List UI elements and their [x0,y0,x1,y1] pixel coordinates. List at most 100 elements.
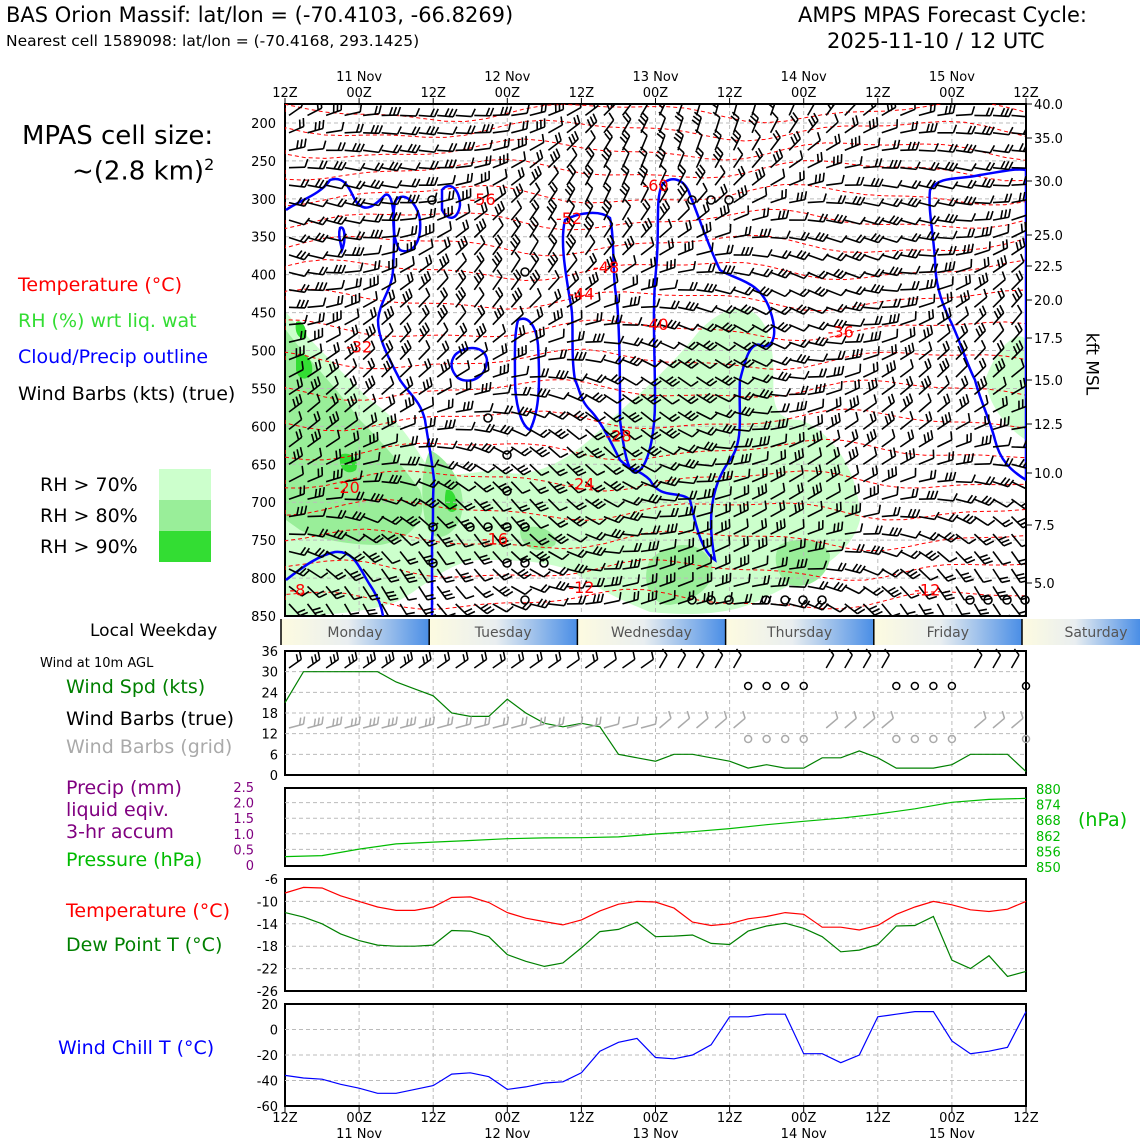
wind-barb-staff [640,393,655,405]
wind-barb-staff [344,285,361,291]
wind-barb-flag [653,398,662,405]
wind-barb-staff [733,526,749,535]
wind-barb-flag [369,309,374,318]
wind-barb [306,393,321,413]
wind-barb-flag [497,203,503,213]
wind-barb [418,416,436,431]
wind-barb-flag [748,453,752,462]
wind-barb-staff [1010,516,1024,529]
wind-barb-flag [444,159,449,168]
wind-barb-flag [761,520,764,529]
wind-barb-staff [307,219,324,226]
wind-barb-flag [1004,521,1014,528]
wind-barb-staff [548,568,564,576]
wind-barb-flag [396,162,403,171]
wind-barb-flag [443,269,449,279]
wind-barb-staff [918,254,935,257]
wind-barb-flag [947,411,952,421]
wind-barb [881,585,902,598]
wind-barb-flag [581,565,588,574]
wind-barb-staff [492,516,504,530]
wind-barb-staff [399,233,416,239]
wind-barb-flag [423,607,432,612]
wind-barb-flag [913,326,916,336]
wind-barb [381,106,402,117]
wind-barb-flag [614,294,617,304]
wind-barb-flag [1004,144,1010,153]
wind-barb-staff [399,347,412,361]
wind-barb-staff [436,277,449,291]
wind-barb [547,132,562,151]
wind-barb-flag [383,311,389,320]
wind-barb-staff [918,149,935,152]
wind-barb-flag [637,338,644,347]
wind-barb-flag [821,289,829,297]
wind-barb-flag [665,376,674,383]
wind-barb-staff [585,376,601,384]
wind-barb-flag [334,614,344,616]
wind-barb-flag [409,518,418,525]
wind-barb-flag [892,266,899,276]
wind-barb [566,147,578,169]
wind-barb-staff [770,508,785,518]
calm-marker [520,595,530,605]
wind-barb-flag [911,249,918,258]
wind-barb [381,515,403,526]
wind-barb-flag [351,510,358,519]
wind-barb-flag [477,307,483,316]
wind-barb-flag [415,435,419,445]
wind-barb [659,590,676,605]
wind-barb-staff [399,166,417,171]
wind-barb-flag [889,527,895,536]
wind-barb [529,269,541,291]
wind-barb-staff [603,358,620,365]
wind-barb [899,550,922,560]
wind-barb-flag [370,375,376,384]
wind-barb-flag [672,380,681,387]
wind-barb-flag [814,541,818,551]
wind-barb [474,107,495,117]
wind-barb-flag [1020,358,1025,368]
wind-barb-staff [825,404,842,413]
wind-barb-flag [796,559,800,569]
wind-barb-staff [547,296,562,308]
wind-barb-flag [359,198,366,207]
wind-barb-staff [307,335,323,343]
wind-barb [844,464,860,483]
wind-barb-staff [770,457,786,466]
wind-barb [418,339,431,361]
wind-barb-flag [944,213,951,222]
wind-barb-staff [399,365,413,378]
wind-barb-flag [827,104,834,107]
wind-barb-flag [744,246,750,256]
wind-barb-flag [979,554,988,559]
wind-barb-flag [470,172,474,182]
wind-barb-flag [884,416,889,425]
wind-barb-flag [558,104,561,111]
wind-barb [547,148,561,169]
wind-barb-staff [825,585,842,593]
wind-barb-flag [609,429,618,436]
wind-barb-flag [557,430,566,437]
wind-barb-flag [915,121,919,130]
wind-barb [473,463,496,474]
wind-barb-flag [988,241,991,250]
wind-barb [381,144,403,154]
wind-barb [380,585,399,601]
wind-barb-flag [1022,191,1026,201]
wind-barb-flag [971,106,976,115]
wind-barb-flag [493,310,500,320]
wind-barb-flag [355,123,360,133]
wind-barb-flag [795,304,804,312]
wind-barb-flag [594,500,603,507]
wind-barb-flag [675,111,684,119]
wind-barb-staff [492,145,509,152]
wind-barb [900,248,922,259]
wind-barb-staff [436,244,451,256]
wind-barb-flag [980,322,987,331]
wind-barb-flag [1039,360,1046,368]
wind-barb-flag [452,126,458,135]
wind-barb-flag [337,264,343,274]
wind-barb [399,515,421,527]
wind-barb [603,428,624,441]
